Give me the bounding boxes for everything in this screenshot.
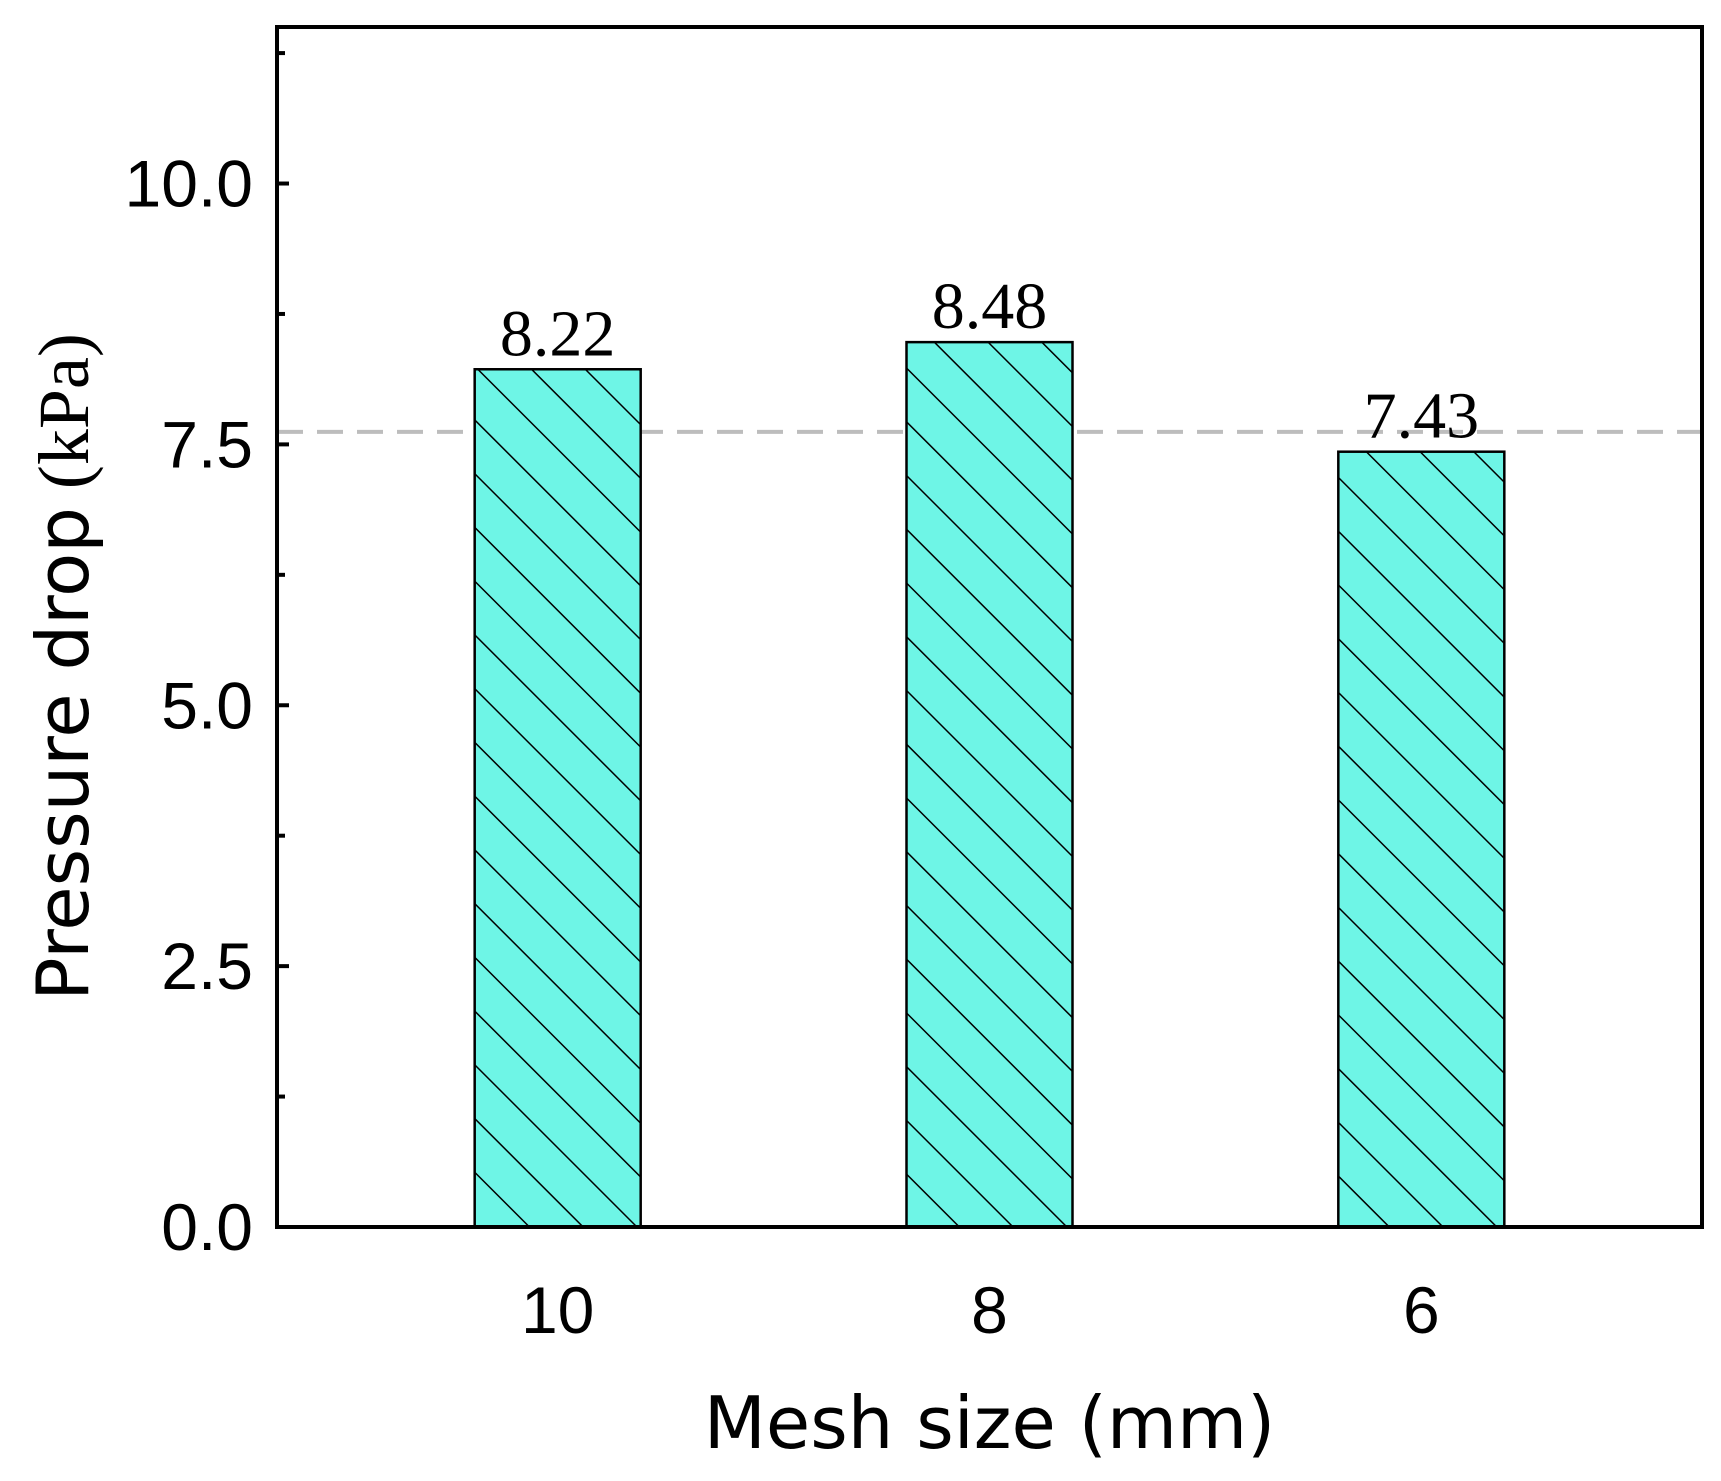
x-tick-label: 8 [971, 1273, 1008, 1347]
y-axis-title: Pressure drop (kPa) [21, 333, 105, 1001]
y-axis-title-unit: (kPa) [24, 333, 104, 507]
bar-data-label: 8.22 [500, 297, 616, 370]
y-axis-ticks: 0.0 2.5 5.0 7.5 10.0 [125, 51, 289, 1264]
bar-hatch [1337, 450, 1506, 1229]
x-axis-ticks: 10 8 6 [521, 1273, 1440, 1347]
y-axis-title-main: Pressure drop [21, 507, 105, 1001]
x-tick-label: 6 [1403, 1273, 1440, 1347]
x-tick-label: 10 [521, 1273, 594, 1347]
bar-data-label: 8.48 [932, 270, 1048, 343]
y-tick-label: 7.5 [161, 407, 253, 481]
x-axis-title: Mesh size (mm) [704, 1381, 1275, 1465]
y-tick-label: 2.5 [161, 929, 253, 1003]
y-tick-label: 10.0 [125, 147, 253, 221]
y-tick-label: 0.0 [161, 1190, 253, 1264]
plot-area-frame [275, 25, 1704, 1229]
bar-data-label: 7.43 [1364, 380, 1480, 453]
y-tick-label: 5.0 [161, 668, 253, 742]
bar-hatch [473, 368, 642, 1229]
bars-group: 8.22 8.48 7.43 [473, 270, 1506, 1229]
bar-hatch [905, 340, 1074, 1229]
